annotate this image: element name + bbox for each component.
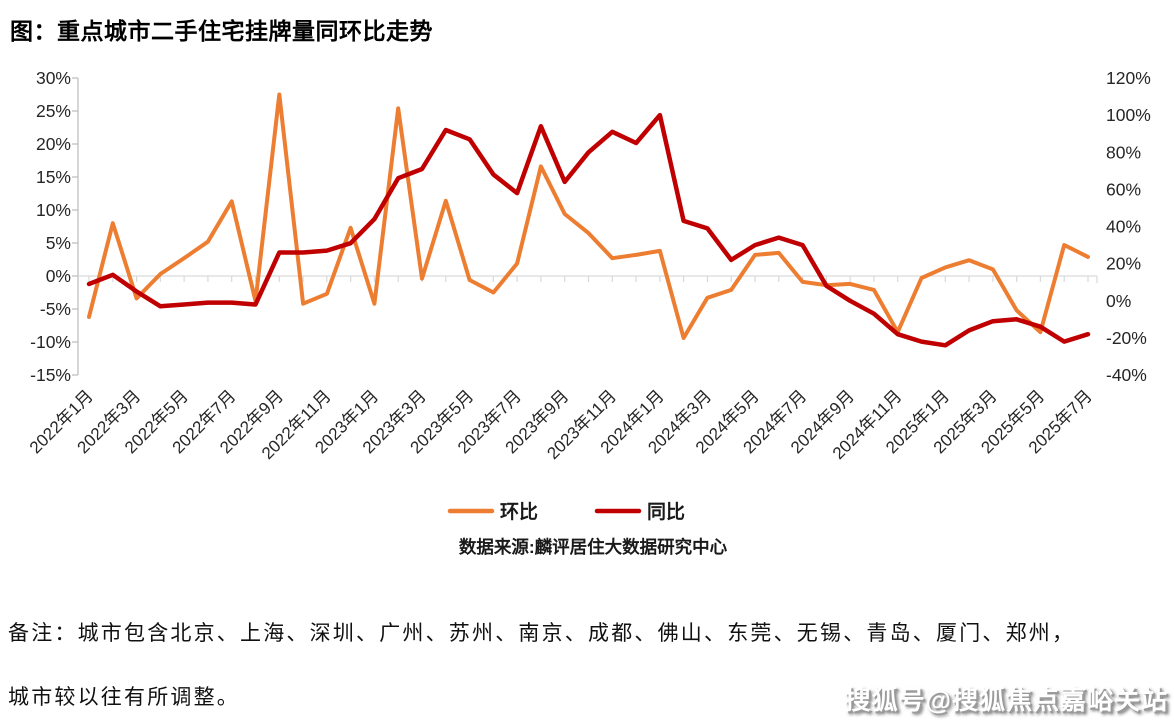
right-axis-label: -40% <box>1106 365 1147 385</box>
left-axis-label: 30% <box>36 68 71 88</box>
right-axis-label: 80% <box>1106 142 1141 162</box>
right-axis-label: -20% <box>1106 328 1147 348</box>
right-axis-label: 100% <box>1106 105 1151 125</box>
watermark: 搜狐号@搜狐焦点嘉峪关站 <box>844 685 1168 715</box>
legend-mom-label: 环比 <box>500 501 538 523</box>
left-axis-label: 15% <box>36 167 71 187</box>
right-axis-label: 0% <box>1106 291 1131 311</box>
note-line-2: 城市较以往有所调整。 <box>8 685 240 709</box>
right-axis-label: 60% <box>1106 179 1141 199</box>
left-axis-label: 25% <box>36 101 71 121</box>
left-axis-label: -5% <box>40 299 71 319</box>
left-axis-label: -15% <box>30 365 71 385</box>
right-axis-label: 40% <box>1106 217 1141 237</box>
left-axis-label: 10% <box>36 200 71 220</box>
chart-title: 图：重点城市二手住宅挂牌量同环比走势 <box>10 18 433 44</box>
left-axis-label: 20% <box>36 134 71 154</box>
right-axis-label: 20% <box>1106 254 1141 274</box>
note-line-1: 备注：城市包含北京、上海、深圳、广州、苏州、南京、成都、佛山、东莞、无锡、青岛、… <box>8 621 1076 645</box>
right-axis-label: 120% <box>1106 68 1151 88</box>
left-axis-label: 0% <box>46 266 71 286</box>
yoy-series-line <box>86 112 1091 348</box>
legend-yoy-label: 同比 <box>647 501 685 523</box>
source-text: 数据来源:麟评居住大数据研究中心 <box>459 537 728 557</box>
chart-canvas: 30% 25% 20% 15% 10% 5% 0% -5% -10% -15% 120% 100% 80… <box>26 68 1151 557</box>
left-axis-label: 5% <box>46 233 71 253</box>
left-axis-label: -10% <box>30 332 71 352</box>
